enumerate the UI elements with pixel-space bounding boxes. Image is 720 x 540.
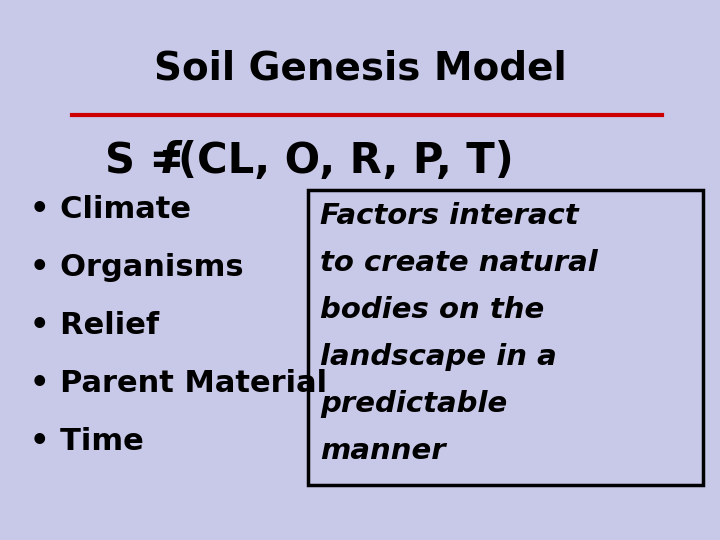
- Text: (CL, O, R, P, T): (CL, O, R, P, T): [178, 140, 514, 182]
- Text: Soil Genesis Model: Soil Genesis Model: [153, 50, 567, 88]
- FancyBboxPatch shape: [308, 190, 703, 485]
- Text: • Parent Material: • Parent Material: [30, 369, 327, 398]
- Text: • Climate: • Climate: [30, 195, 191, 224]
- Text: bodies on the: bodies on the: [320, 296, 544, 324]
- Text: • Organisms: • Organisms: [30, 253, 243, 282]
- Text: f: f: [160, 140, 178, 182]
- Text: predictable: predictable: [320, 390, 508, 418]
- Text: landscape in a: landscape in a: [320, 343, 557, 371]
- Text: manner: manner: [320, 437, 446, 465]
- Text: • Time: • Time: [30, 427, 144, 456]
- Text: S =: S =: [105, 140, 199, 182]
- Text: Factors interact: Factors interact: [320, 202, 579, 230]
- Text: to create natural: to create natural: [320, 249, 598, 277]
- Text: • Relief: • Relief: [30, 311, 159, 340]
